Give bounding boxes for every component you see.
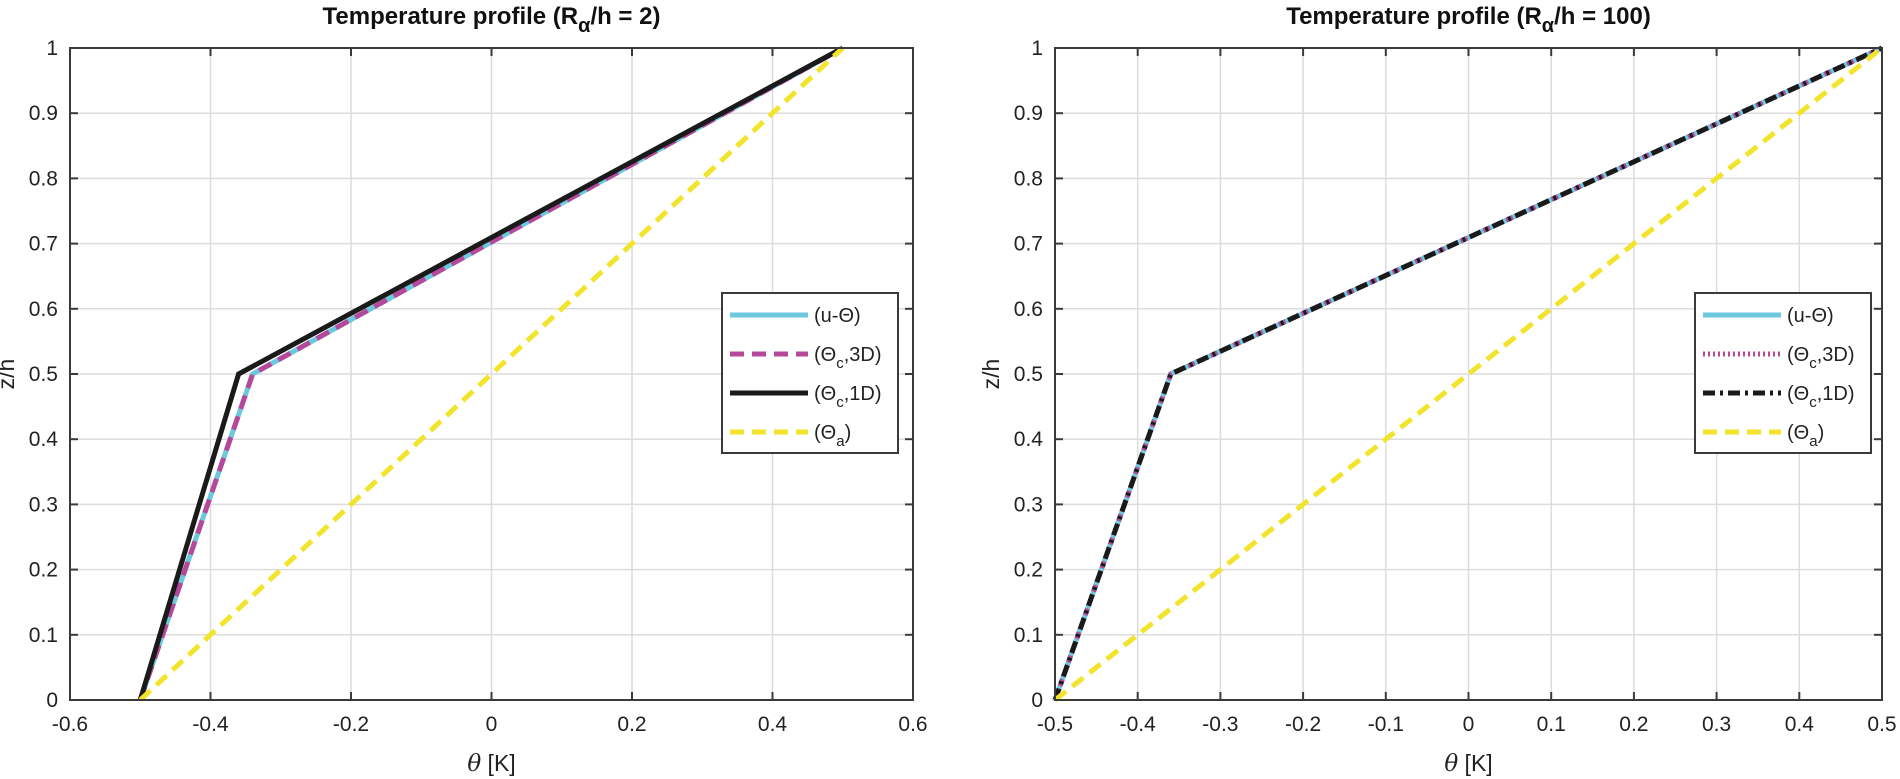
y-tick-label: 0.2	[29, 559, 58, 582]
y-tick-label: 0.9	[29, 102, 58, 125]
y-tick-label: 0.5	[1014, 363, 1043, 386]
x-tick-label: -0.6	[52, 713, 88, 736]
y-tick-label: 0.1	[1014, 624, 1043, 647]
x-axis-label: θ [K]	[1444, 750, 1492, 777]
x-tick-label: -0.1	[1368, 713, 1404, 736]
legend-label-3: (Θa)	[814, 422, 851, 450]
legend-label-3: (Θa)	[1787, 422, 1824, 450]
legend-label-0: (u-Θ)	[814, 305, 861, 327]
x-tick-label: -0.3	[1202, 713, 1238, 736]
legend: (u-Θ) (Θc,3D) (Θc,1D) (Θa)	[721, 292, 899, 454]
chart-title: Temperature profile (Rα/h = 2)	[323, 3, 661, 37]
legend-label-1: (Θc,3D)	[1787, 344, 1855, 372]
series-line-3	[138, 46, 845, 702]
y-tick-label: 1	[1031, 37, 1043, 60]
y-tick-label: 0.7	[29, 233, 58, 256]
x-tick-label: 0.5	[1867, 713, 1896, 736]
ticks: -0.5 -0.4 -0.3 -0.2 -0.1 0 0.1 0.2 0.3 0.4 0.5 0 0.1…	[1014, 37, 1897, 736]
y-axis-label: z/h	[978, 359, 1004, 390]
series-line-2	[137, 45, 844, 701]
y-tick-label: 0	[1031, 689, 1043, 712]
y-tick-label: 0	[46, 689, 58, 712]
legend-box	[1694, 292, 1872, 454]
y-tick-label: 0.3	[1014, 493, 1043, 516]
y-tick-label: 0.4	[1014, 428, 1044, 451]
chart-title: Temperature profile (Rα/h = 100)	[1286, 3, 1651, 37]
y-tick-label: 0.8	[29, 167, 58, 190]
x-tick-label: 0.4	[758, 713, 788, 736]
series-line-2	[1052, 45, 1884, 701]
legend-label-2: (Θc,1D)	[814, 383, 882, 411]
legend-label-1: (Θc,3D)	[814, 344, 882, 372]
legend-box	[721, 292, 899, 454]
chart-left: -0.6 -0.4 -0.2 0 0.2 0.4 0.6 0 0.1 0.2 0.3 0.4 0.5 0.…	[0, 3, 928, 777]
x-axis-label: θ [K]	[467, 750, 515, 777]
y-tick-label: 1	[46, 37, 58, 60]
y-tick-label: 0.3	[29, 493, 58, 516]
x-tick-label: 0	[1463, 713, 1475, 736]
legend-label-2: (Θc,1D)	[1787, 383, 1855, 411]
ticks: -0.6 -0.4 -0.2 0 0.2 0.4 0.6 0 0.1 0.2 0.3 0.4 0.5 0.…	[29, 37, 928, 736]
x-tick-label: 0.2	[1619, 713, 1648, 736]
y-tick-label: 0.4	[29, 428, 59, 451]
series-group	[137, 45, 845, 702]
legend: (u-Θ) (Θc,3D) (Θc,1D) (Θa)	[1694, 292, 1872, 454]
x-tick-label: 0.1	[1537, 713, 1566, 736]
x-tick-label: -0.2	[1285, 713, 1321, 736]
x-tick-label: -0.4	[192, 713, 229, 736]
x-tick-label: 0.6	[898, 713, 927, 736]
legend-label-0: (u-Θ)	[1787, 305, 1834, 327]
series-line-1	[1052, 45, 1884, 701]
y-tick-label: 0.1	[29, 624, 58, 647]
y-tick-label: 0.9	[1014, 102, 1043, 125]
y-tick-label: 0.6	[1014, 298, 1043, 321]
x-tick-label: 0.4	[1785, 713, 1815, 736]
x-tick-label: 0.2	[617, 713, 646, 736]
y-tick-label: 0.8	[1014, 167, 1043, 190]
x-tick-label: 0	[486, 713, 498, 736]
series-group	[1052, 45, 1884, 702]
y-tick-label: 0.7	[1014, 233, 1043, 256]
y-tick-label: 0.2	[1014, 559, 1043, 582]
x-tick-label: -0.2	[333, 713, 369, 736]
y-tick-label: 0.5	[29, 363, 58, 386]
x-tick-label: -0.4	[1120, 713, 1157, 736]
y-tick-label: 0.6	[29, 298, 58, 321]
x-tick-label: 0.3	[1702, 713, 1731, 736]
x-tick-label: -0.5	[1037, 713, 1073, 736]
chart-right: -0.5 -0.4 -0.3 -0.2 -0.1 0 0.1 0.2 0.3 0.4 0.5 0 0.1…	[978, 3, 1897, 777]
y-axis-label: z/h	[0, 359, 19, 390]
